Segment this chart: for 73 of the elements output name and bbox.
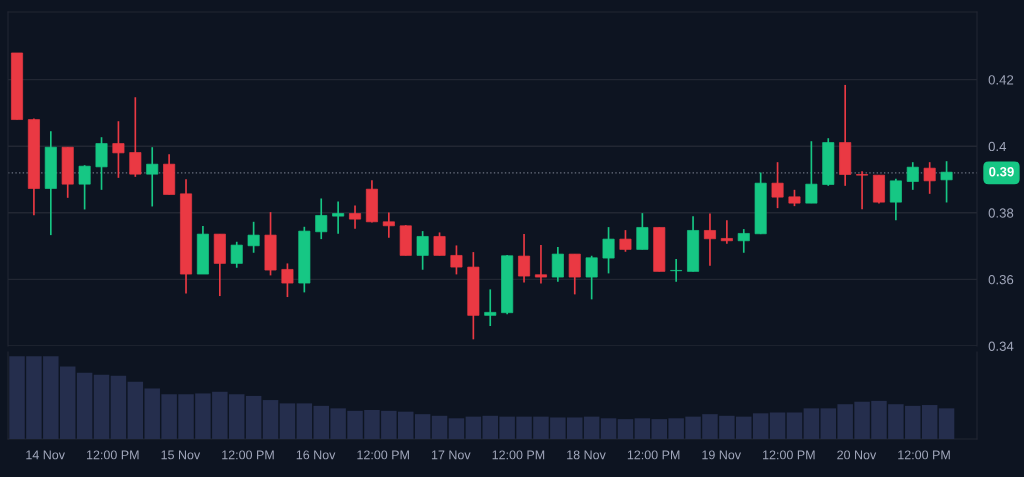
candlestick — [518, 233, 531, 284]
bar — [262, 400, 279, 439]
bar — [93, 374, 110, 439]
candlestick — [703, 212, 716, 267]
x-tick-label: 15 Nov — [161, 450, 201, 460]
x-tick-label: 12:00 PM — [222, 450, 274, 460]
candlestick — [78, 164, 91, 211]
candlestick — [889, 177, 902, 221]
y-tick-label: 0.42 — [988, 75, 1014, 85]
bar — [617, 419, 634, 439]
candlestick — [484, 288, 497, 327]
x-tick-label: 20 Nov — [837, 450, 877, 460]
candlestick — [416, 230, 429, 271]
candlestick — [433, 231, 446, 257]
candlestick — [940, 160, 953, 204]
x-tick-label: 12:00 PM — [627, 450, 680, 460]
candlestick — [602, 226, 615, 275]
x-tick-label: 12:00 PM — [492, 450, 545, 460]
candlestick — [720, 219, 733, 245]
candlestick — [349, 204, 362, 230]
bar — [279, 403, 296, 439]
x-tick-label: 14 Nov — [26, 450, 65, 460]
x-tick-label: 18 Nov — [567, 450, 606, 460]
y-tick-label: 0.34 — [988, 341, 1014, 351]
y-tick-label: 0.36 — [988, 274, 1014, 285]
x-tick-label: 12:00 PM — [86, 450, 139, 460]
candlestick — [805, 140, 818, 204]
bar — [245, 395, 262, 439]
x-tick-label: 12:00 PM — [763, 450, 815, 460]
candlestick — [230, 240, 243, 269]
candlestick — [129, 96, 142, 178]
candlestick — [281, 262, 294, 298]
candlestick — [619, 229, 632, 253]
candlestick — [856, 170, 869, 210]
y-tick-label: 0.38 — [988, 208, 1014, 218]
candlestick — [923, 161, 936, 195]
bar — [803, 408, 820, 439]
candlestick — [247, 220, 260, 254]
bar — [769, 412, 786, 439]
candlestick — [112, 120, 125, 179]
candlestick — [551, 246, 564, 283]
candlestick — [906, 161, 919, 191]
candlestick — [146, 146, 159, 208]
bar — [465, 416, 482, 439]
candlestick — [450, 244, 463, 276]
x-tick-label: 12:00 PM — [357, 450, 409, 460]
bar — [414, 414, 431, 439]
x-tick-label: 17 Nov — [431, 450, 471, 460]
x-tick-label: 16 Nov — [296, 450, 336, 460]
candlestick — [332, 200, 345, 235]
candlestick — [636, 212, 649, 251]
candlestick — [315, 197, 328, 240]
candlestick — [737, 228, 750, 254]
bar — [76, 372, 93, 439]
bar — [634, 418, 651, 439]
ref-line-label: 0.39 — [989, 167, 1014, 177]
bar — [448, 418, 465, 439]
x-tick-label: 12:00 PM — [898, 450, 950, 460]
candlestick — [568, 253, 581, 296]
candlestick — [382, 211, 395, 239]
y-tick-label: 0.4 — [988, 141, 1007, 152]
candlestick — [534, 244, 547, 285]
candlestick — [771, 161, 784, 209]
bar — [583, 416, 600, 439]
candlestick — [95, 136, 108, 191]
bar — [600, 418, 617, 439]
bar — [431, 415, 448, 439]
bar — [938, 408, 955, 439]
x-tick-label: 19 Nov — [702, 450, 741, 460]
bar — [786, 412, 803, 439]
candlestick — [585, 254, 598, 301]
candlestick — [670, 258, 683, 283]
bar — [110, 375, 127, 439]
